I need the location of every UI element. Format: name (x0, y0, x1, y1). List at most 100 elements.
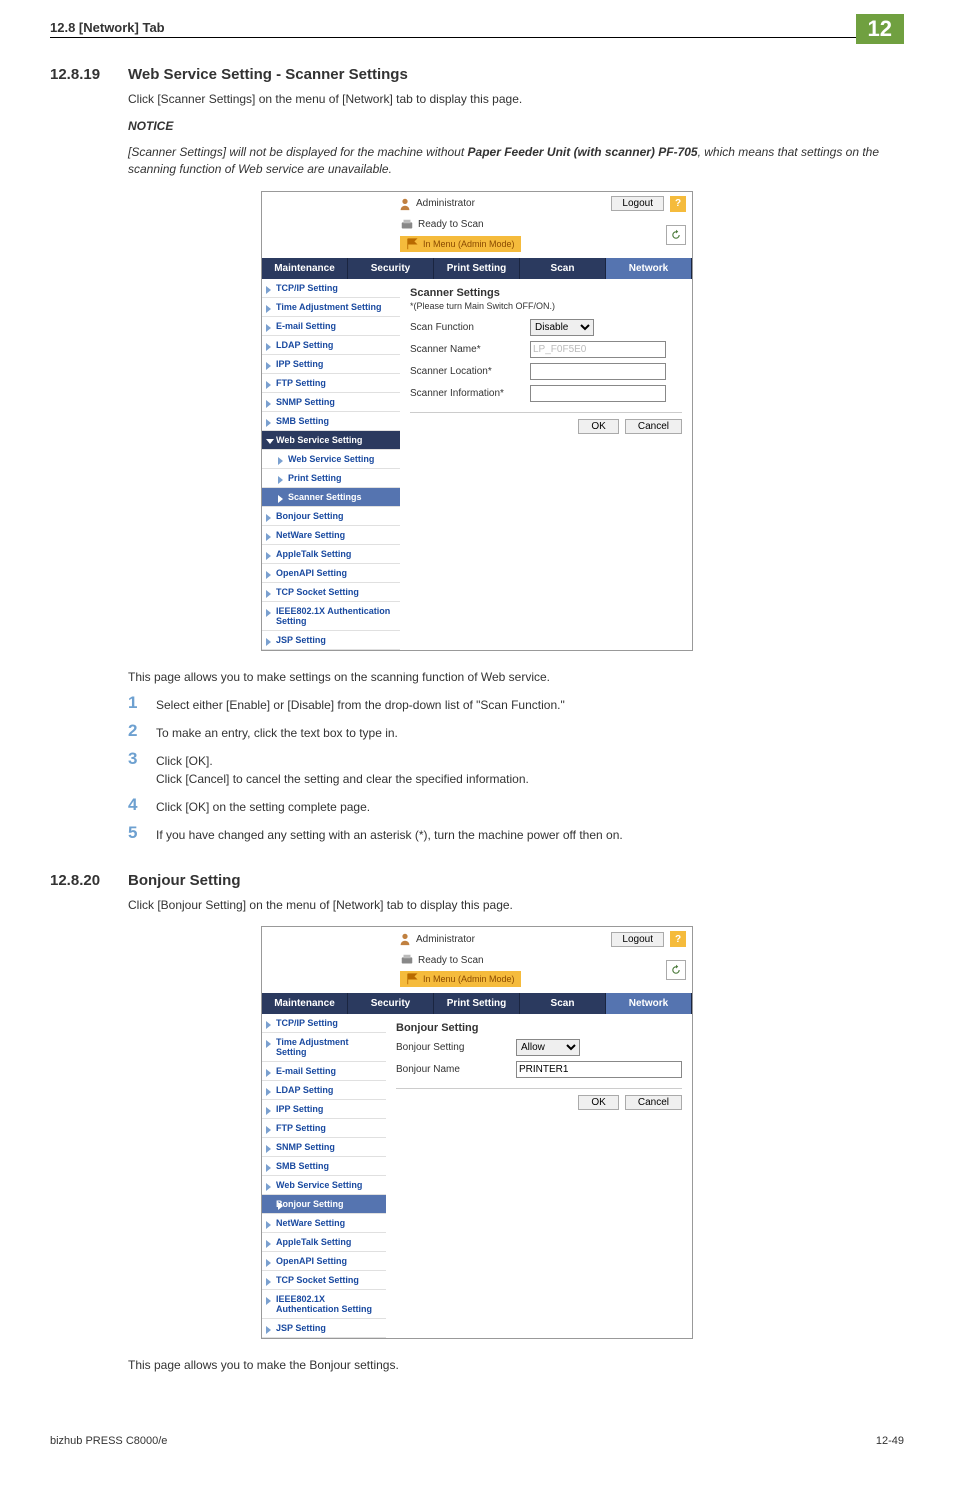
sidebar-item-ftp[interactable]: FTP Setting (262, 1119, 386, 1138)
sidebar-item-smb[interactable]: SMB Setting (262, 412, 400, 431)
section-title-2: Bonjour Setting (128, 872, 241, 889)
sidebar-item-tcpip[interactable]: TCP/IP Setting (262, 279, 400, 298)
step-num-5: 5 (128, 824, 156, 841)
sidebar-item-openapi[interactable]: OpenAPI Setting (262, 564, 400, 583)
sidebar-item-webservice[interactable]: Web Service Setting (262, 431, 400, 450)
admin-label: Administrator (416, 934, 475, 945)
logout-button[interactable]: Logout (611, 932, 664, 947)
step-num-3: 3 (128, 750, 156, 767)
scan-function-label: Scan Function (410, 322, 530, 333)
sidebar: TCP/IP Setting Time Adjustment Setting E… (262, 1014, 386, 1338)
chapter-number: 12 (856, 14, 904, 44)
intro-text: Click [Scanner Settings] on the menu of … (128, 91, 904, 108)
refresh-button[interactable] (666, 960, 686, 980)
section-number: 12.8.19 (50, 66, 128, 83)
step-body-2: To make an entry, click the text box to … (156, 722, 904, 742)
admin-mode-label: In Menu (Admin Mode) (423, 239, 515, 249)
content-title: Scanner Settings (410, 287, 682, 299)
sidebar-item-appletalk[interactable]: AppleTalk Setting (262, 545, 400, 564)
sidebar-item-email[interactable]: E-mail Setting (262, 1062, 386, 1081)
sidebar-item-webservice[interactable]: Web Service Setting (262, 1176, 386, 1195)
bonjour-name-input[interactable] (516, 1061, 682, 1078)
notice-pre: [Scanner Settings] will not be displayed… (128, 145, 468, 159)
ok-button[interactable]: OK (578, 419, 618, 434)
sidebar-item-time[interactable]: Time Adjustment Setting (262, 298, 400, 317)
tab-security[interactable]: Security (348, 993, 434, 1014)
sidebar-item-tcpsocket[interactable]: TCP Socket Setting (262, 583, 400, 602)
tab-scan[interactable]: Scan (520, 993, 606, 1014)
sidebar-item-ldap[interactable]: LDAP Setting (262, 1081, 386, 1100)
scanner-name-input[interactable] (530, 341, 666, 358)
sidebar-item-tcpip[interactable]: TCP/IP Setting (262, 1014, 386, 1033)
sidebar-item-scanner[interactable]: Scanner Settings (262, 488, 400, 507)
step-num-1: 1 (128, 694, 156, 711)
refresh-button[interactable] (666, 225, 686, 245)
sidebar-item-bonjour[interactable]: Bonjour Setting (262, 507, 400, 526)
footer-right: 12-49 (876, 1435, 904, 1447)
tab-scan[interactable]: Scan (520, 258, 606, 279)
sidebar-item-bonjour[interactable]: Bonjour Setting (262, 1195, 386, 1214)
cancel-button[interactable]: Cancel (625, 419, 682, 434)
notice-bold: Paper Feeder Unit (with scanner) PF-705 (468, 145, 698, 159)
sidebar-item-appletalk[interactable]: AppleTalk Setting (262, 1233, 386, 1252)
sidebar-item-print-sub[interactable]: Print Setting (262, 469, 400, 488)
after-fig-text: This page allows you to make settings on… (128, 669, 904, 686)
sidebar-item-smb[interactable]: SMB Setting (262, 1157, 386, 1176)
scanner-location-label: Scanner Location* (410, 366, 530, 377)
step-num-2: 2 (128, 722, 156, 739)
tab-security[interactable]: Security (348, 258, 434, 279)
section-title: Web Service Setting - Scanner Settings (128, 66, 408, 83)
tab-network[interactable]: Network (606, 993, 692, 1014)
sidebar-item-netware[interactable]: NetWare Setting (262, 526, 400, 545)
section-number-2: 12.8.20 (50, 872, 128, 889)
printer-icon (400, 953, 414, 967)
tab-print[interactable]: Print Setting (434, 258, 520, 279)
logout-button[interactable]: Logout (611, 196, 664, 211)
scanner-name-label: Scanner Name* (410, 344, 530, 355)
sidebar-item-openapi[interactable]: OpenAPI Setting (262, 1252, 386, 1271)
sidebar-item-time[interactable]: Time Adjustment Setting (262, 1033, 386, 1062)
sidebar-item-ieee[interactable]: IEEE802.1X Authentication Setting (262, 1290, 386, 1319)
step-body-3: Click [OK]. (156, 752, 904, 770)
sidebar-item-jsp[interactable]: JSP Setting (262, 1319, 386, 1338)
scanner-info-input[interactable] (530, 385, 666, 402)
flag-icon (406, 237, 420, 251)
ready-label: Ready to Scan (418, 219, 484, 230)
tab-maintenance[interactable]: Maintenance (262, 258, 348, 279)
sidebar-item-webservice-sub[interactable]: Web Service Setting (262, 450, 400, 469)
content-pane: Bonjour Setting Bonjour Setting Allow Bo… (386, 1014, 692, 1338)
sidebar-item-ftp[interactable]: FTP Setting (262, 374, 400, 393)
bonjour-setting-select[interactable]: Allow (516, 1039, 580, 1056)
sidebar-item-snmp[interactable]: SNMP Setting (262, 393, 400, 412)
screenshot-scanner-settings: Administrator Logout ? (261, 191, 693, 651)
sidebar-item-email[interactable]: E-mail Setting (262, 317, 400, 336)
cancel-button[interactable]: Cancel (625, 1095, 682, 1110)
sidebar-item-jsp[interactable]: JSP Setting (262, 631, 400, 650)
tab-maintenance[interactable]: Maintenance (262, 993, 348, 1014)
help-icon[interactable]: ? (670, 931, 686, 947)
bonjour-setting-label: Bonjour Setting (396, 1042, 516, 1053)
content-title: Bonjour Setting (396, 1022, 682, 1034)
sidebar-item-ipp[interactable]: IPP Setting (262, 355, 400, 374)
ok-button[interactable]: OK (578, 1095, 618, 1110)
sidebar-item-ieee[interactable]: IEEE802.1X Authentication Setting (262, 602, 400, 631)
sidebar-item-snmp[interactable]: SNMP Setting (262, 1138, 386, 1157)
sidebar-item-tcpsocket[interactable]: TCP Socket Setting (262, 1271, 386, 1290)
content-pane: Scanner Settings *(Please turn Main Swit… (400, 279, 692, 650)
tab-network[interactable]: Network (606, 258, 692, 279)
step-body-4: Click [OK] on the setting complete page. (156, 796, 904, 816)
tab-print[interactable]: Print Setting (434, 993, 520, 1014)
help-icon[interactable]: ? (670, 196, 686, 212)
admin-icon (398, 932, 412, 946)
step-body-5: If you have changed any setting with an … (156, 824, 904, 844)
sidebar-item-ldap[interactable]: LDAP Setting (262, 336, 400, 355)
scanner-location-input[interactable] (530, 363, 666, 380)
admin-icon (398, 197, 412, 211)
step-body-3b: Click [Cancel] to cancel the setting and… (156, 770, 904, 788)
admin-mode-label: In Menu (Admin Mode) (423, 974, 515, 984)
sidebar-item-netware[interactable]: NetWare Setting (262, 1214, 386, 1233)
scanner-info-label: Scanner Information* (410, 388, 530, 399)
scan-function-select[interactable]: Disable (530, 319, 594, 336)
sidebar-item-ipp[interactable]: IPP Setting (262, 1100, 386, 1119)
notice-label: NOTICE (128, 118, 904, 135)
